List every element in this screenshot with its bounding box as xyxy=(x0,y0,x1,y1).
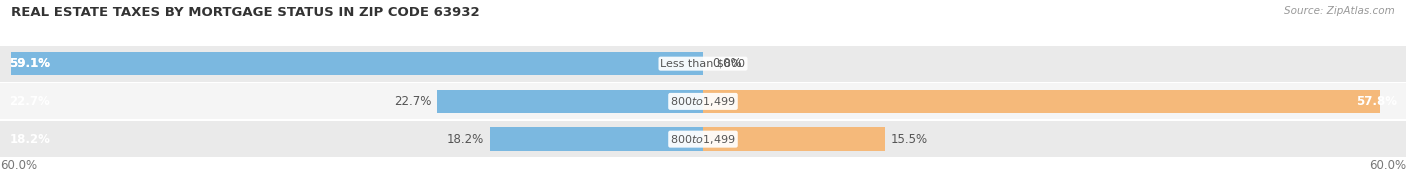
Text: Source: ZipAtlas.com: Source: ZipAtlas.com xyxy=(1284,6,1395,16)
Text: $800 to $1,499: $800 to $1,499 xyxy=(671,95,735,108)
Text: Less than $800: Less than $800 xyxy=(661,59,745,69)
Text: $800 to $1,499: $800 to $1,499 xyxy=(671,133,735,146)
Text: 59.1%: 59.1% xyxy=(10,57,51,70)
Text: 57.8%: 57.8% xyxy=(1355,95,1396,108)
Bar xyxy=(703,128,884,151)
Text: 60.0%: 60.0% xyxy=(0,159,37,172)
Text: 0.0%: 0.0% xyxy=(713,57,742,70)
Text: REAL ESTATE TAXES BY MORTGAGE STATUS IN ZIP CODE 63932: REAL ESTATE TAXES BY MORTGAGE STATUS IN … xyxy=(11,6,479,19)
Text: 22.7%: 22.7% xyxy=(394,95,432,108)
Bar xyxy=(10,52,703,75)
Text: 18.2%: 18.2% xyxy=(10,133,51,146)
Text: 15.5%: 15.5% xyxy=(890,133,928,146)
Text: 59.1%: 59.1% xyxy=(10,57,51,70)
Bar xyxy=(437,90,703,113)
Bar xyxy=(0,83,1406,119)
Bar xyxy=(489,128,703,151)
Text: 18.2%: 18.2% xyxy=(447,133,484,146)
Bar xyxy=(703,90,1381,113)
Bar xyxy=(0,46,1406,82)
Bar xyxy=(0,121,1406,157)
Text: 22.7%: 22.7% xyxy=(10,95,51,108)
Text: 60.0%: 60.0% xyxy=(1369,159,1406,172)
